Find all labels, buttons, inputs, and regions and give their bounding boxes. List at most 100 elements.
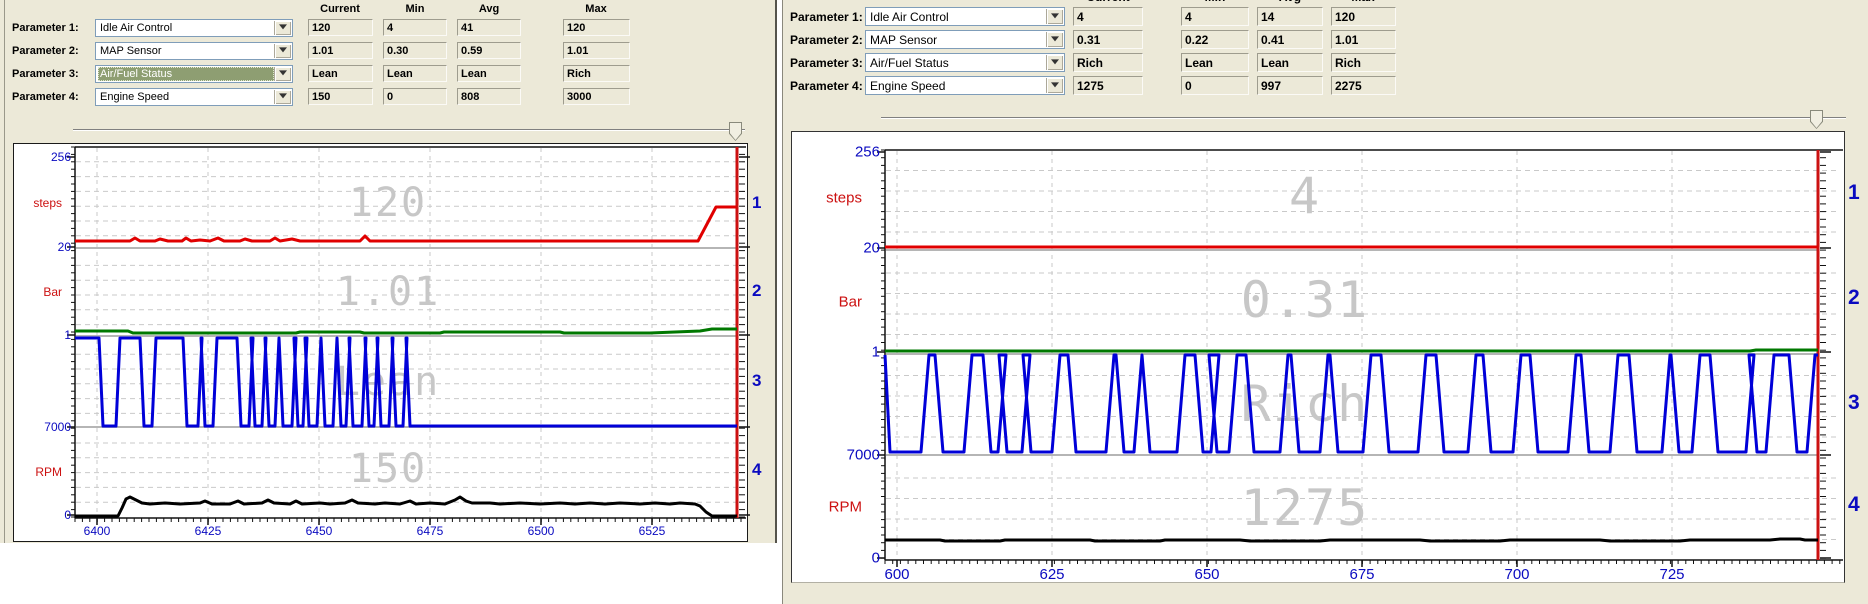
- value-box-avg: 14: [1257, 7, 1323, 26]
- column-header-avg: Avg: [478, 3, 500, 15]
- column-header-current: Current: [1086, 0, 1129, 4]
- y-axis-label: 256: [854, 143, 880, 161]
- param-dropdown[interactable]: Engine Speed: [865, 76, 1065, 95]
- unit-label: Bar: [838, 293, 862, 311]
- param-dropdown[interactable]: Air/Fuel Status: [865, 53, 1065, 72]
- value-text-min: 0: [387, 90, 394, 103]
- dropdown-selected-value: Engine Speed: [100, 91, 170, 103]
- param-row-label: Parameter 2:: [12, 44, 79, 57]
- x-axis-tick-label: 6500: [527, 524, 555, 538]
- param-dropdown[interactable]: Idle Air Control: [95, 19, 293, 37]
- watermark-current-value: 120: [348, 180, 428, 226]
- param-dropdown[interactable]: Air/Fuel Status: [95, 65, 293, 83]
- watermark-current-value: 0.31: [1240, 271, 1370, 329]
- column-header-min: Min: [1205, 0, 1226, 4]
- value-box-max: 1.01: [563, 42, 630, 59]
- value-box-current: Lean: [308, 65, 373, 82]
- channel-number: 1: [1848, 181, 1860, 204]
- channel-number: 3: [1848, 391, 1860, 414]
- dropdown-arrow-icon[interactable]: [1046, 55, 1063, 70]
- value-text-min: 0.30: [387, 44, 409, 57]
- param-dropdown[interactable]: Idle Air Control: [865, 7, 1065, 26]
- value-box-current: 0.31: [1073, 30, 1143, 49]
- dropdown-arrow-icon[interactable]: [274, 90, 291, 104]
- dropdown-arrow-icon[interactable]: [1046, 78, 1063, 93]
- value-box-avg: 0.59: [457, 42, 521, 59]
- dropdown-selected-value: Idle Air Control: [870, 9, 949, 24]
- dropdown-arrow-icon[interactable]: [1046, 32, 1063, 47]
- y-axis-label: 7000: [44, 420, 71, 434]
- dropdown-selected-value: Idle Air Control: [100, 22, 173, 34]
- position-slider-track-highlight: [881, 118, 1846, 119]
- value-box-current: 1275: [1073, 76, 1143, 95]
- unit-label: RPM: [35, 465, 62, 479]
- param-dropdown[interactable]: MAP Sensor: [865, 30, 1065, 49]
- value-text-max: 120: [1335, 9, 1356, 24]
- unit-label: RPM: [828, 498, 862, 516]
- dropdown-selected-value: MAP Sensor: [870, 32, 938, 47]
- value-box-max: 120: [1331, 7, 1396, 26]
- value-box-current: 150: [308, 88, 373, 105]
- watermark-current-value: Rich: [1240, 375, 1370, 433]
- window-left-border: [4, 0, 5, 543]
- value-text-max: 1.01: [1335, 32, 1359, 47]
- value-text-avg: 808: [461, 90, 480, 103]
- value-text-current: 150: [312, 90, 331, 103]
- y-axis-label: 256: [50, 150, 71, 164]
- column-header-max: Max: [585, 3, 607, 15]
- value-text-max: 2275: [1335, 78, 1362, 93]
- param-dropdown[interactable]: Engine Speed: [95, 88, 293, 106]
- watermark-current-value: 1.01: [335, 269, 441, 315]
- slider-thumb-face: [1811, 111, 1822, 128]
- value-box-avg: Lean: [1257, 53, 1323, 72]
- dropdown-arrow-icon[interactable]: [1046, 9, 1063, 24]
- value-text-min: Lean: [387, 67, 413, 80]
- position-slider-track-highlight: [73, 130, 745, 131]
- x-axis-tick-label: 6525: [638, 524, 666, 538]
- value-box-avg: 41: [457, 19, 521, 36]
- dropdown-arrow-icon[interactable]: [274, 44, 291, 58]
- channel-number: 4: [752, 460, 762, 479]
- value-text-min: 0.22: [1185, 32, 1209, 47]
- value-text-max: Rich: [1335, 55, 1362, 70]
- value-box-min: 4: [1181, 7, 1249, 26]
- unit-label: steps: [826, 189, 862, 207]
- value-box-avg: 808: [457, 88, 521, 105]
- position-slider-track[interactable]: [881, 117, 1846, 118]
- value-text-avg: 14: [1261, 9, 1275, 24]
- position-slider-track[interactable]: [73, 129, 745, 130]
- value-text-max: Rich: [567, 67, 591, 80]
- channel-number: 4: [1848, 493, 1860, 516]
- value-box-current: 4: [1073, 7, 1143, 26]
- value-text-avg: 0.59: [461, 44, 483, 57]
- column-header-current: Current: [320, 3, 360, 15]
- position-slider-thumb[interactable]: [729, 122, 742, 141]
- value-text-avg: 997: [1261, 78, 1282, 93]
- param-dropdown[interactable]: MAP Sensor: [95, 42, 293, 60]
- x-axis-tick-label: 725: [1659, 566, 1685, 583]
- x-axis-tick-label: 700: [1504, 566, 1530, 583]
- value-box-max: 120: [563, 19, 630, 36]
- value-text-current: 120: [312, 21, 331, 34]
- dropdown-arrow-icon[interactable]: [274, 21, 291, 35]
- value-box-current: 120: [308, 19, 373, 36]
- param-row-label: Parameter 1:: [12, 21, 79, 34]
- value-text-current: 0.31: [1077, 32, 1101, 47]
- position-slider-thumb[interactable]: [1810, 110, 1823, 129]
- channel-number: 1: [752, 193, 762, 212]
- value-box-min: 0: [1181, 76, 1249, 95]
- window-right-border: [775, 0, 777, 543]
- dropdown-arrow-icon[interactable]: [274, 67, 291, 81]
- x-axis-tick-label: 650: [1194, 566, 1220, 583]
- watermark-current-value: 4: [1288, 167, 1322, 225]
- dropdown-selected-value: Engine Speed: [870, 78, 946, 93]
- watermark-current-value: Lean: [335, 359, 441, 405]
- param-row-label: Parameter 3:: [12, 67, 79, 80]
- channel-number: 3: [752, 371, 762, 390]
- value-box-min: 4: [383, 19, 447, 36]
- y-axis-label: 20: [57, 240, 71, 254]
- value-box-max: 1.01: [1331, 30, 1396, 49]
- dropdown-selected-value: Air/Fuel Status: [870, 55, 949, 70]
- value-box-avg: 997: [1257, 76, 1323, 95]
- channel-number: 2: [752, 281, 762, 300]
